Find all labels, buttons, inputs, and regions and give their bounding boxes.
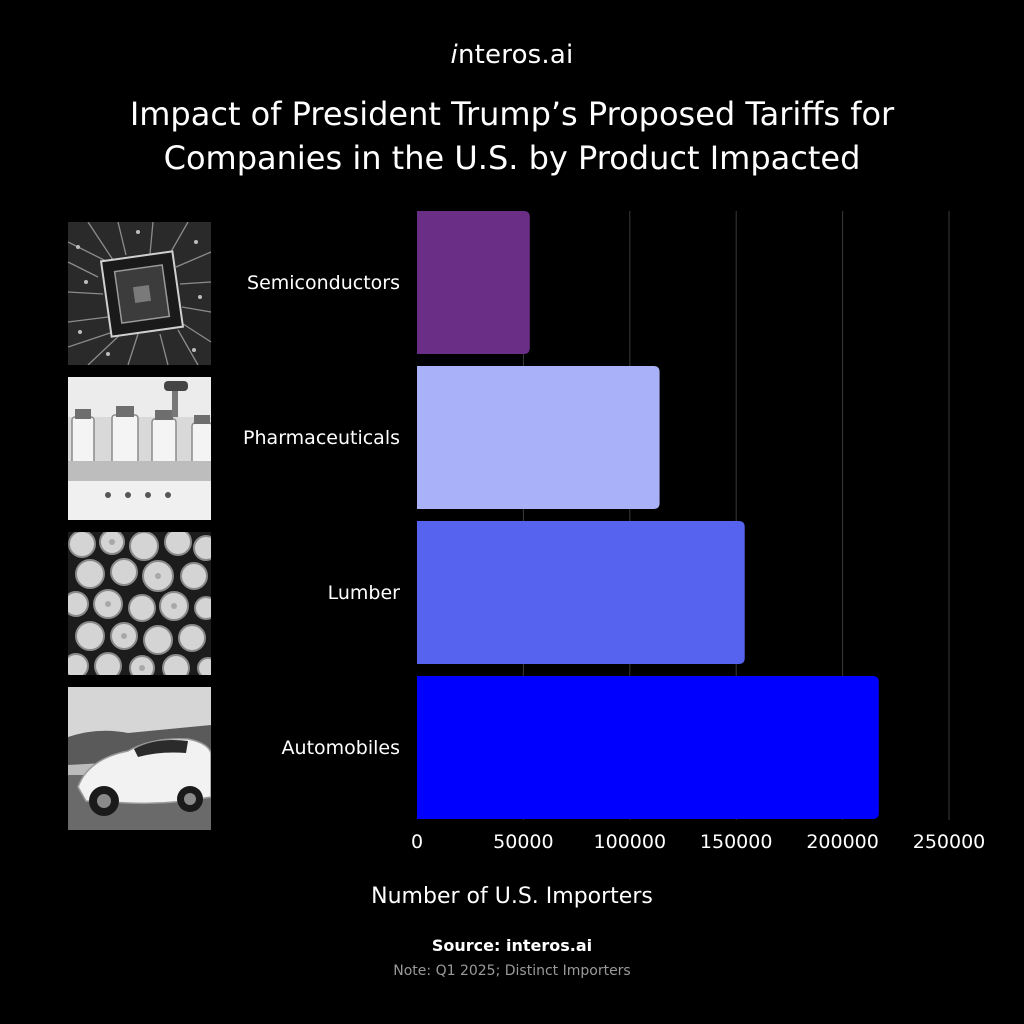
- x-tick-label: 200000: [806, 831, 879, 853]
- source-text: Source: interos.ai: [431, 936, 593, 955]
- x-tick-label: 0: [411, 831, 423, 853]
- bar-lumber: [417, 521, 745, 664]
- chart-title: Impact of President Trump’s Proposed Tar…: [60, 92, 964, 180]
- brand-logo-text: nteros.ai: [457, 40, 574, 70]
- chart-title-line1: Impact of President Trump’s Proposed Tar…: [129, 95, 895, 133]
- note-text: Note: Q1 2025; Distinct Importers: [393, 963, 631, 979]
- category-label-lumber: Lumber: [327, 582, 400, 604]
- x-tick-label: 250000: [913, 831, 986, 853]
- car-photo: [68, 687, 211, 830]
- category-label-pharmaceuticals: Pharmaceuticals: [243, 427, 400, 449]
- microchip-photo: [68, 222, 211, 365]
- bar-pharmaceuticals: [417, 366, 660, 509]
- bar-semiconductors: [417, 211, 530, 354]
- category-label-semiconductors: Semiconductors: [247, 272, 400, 294]
- chart-title-line2: Companies in the U.S. by Product Impacte…: [163, 139, 861, 177]
- x-tick-label: 100000: [594, 831, 667, 853]
- x-axis-label: Number of U.S. Importers: [371, 884, 653, 909]
- x-tick-label: 150000: [700, 831, 773, 853]
- bar-automobiles: [417, 676, 879, 819]
- vials-photo: [68, 377, 211, 520]
- category-label-automobiles: Automobiles: [281, 737, 400, 759]
- brand-logo-i: i: [450, 40, 458, 70]
- x-tick-label: 50000: [493, 831, 553, 853]
- logs-photo: [68, 532, 211, 675]
- brand-logo: interos.ai: [0, 40, 1024, 70]
